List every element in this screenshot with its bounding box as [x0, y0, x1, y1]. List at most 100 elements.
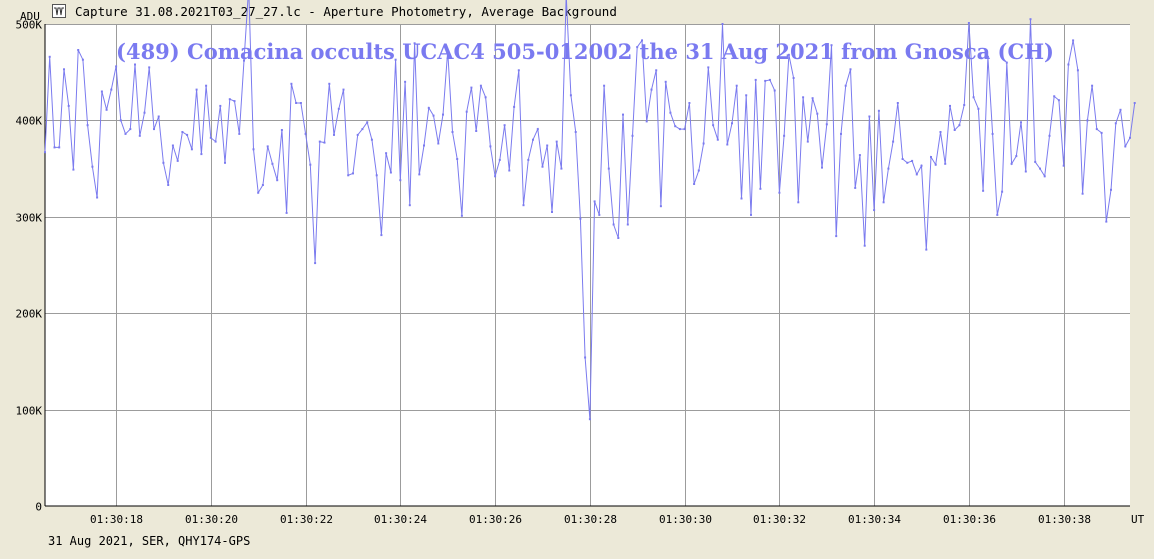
data-point-192	[953, 129, 956, 131]
data-point-40	[233, 100, 236, 103]
data-point-47	[266, 145, 269, 148]
data-point-128	[650, 88, 653, 91]
data-point-100	[517, 69, 520, 72]
data-point-202	[1001, 190, 1004, 193]
data-point-31	[190, 148, 193, 151]
data-point-50	[280, 129, 283, 131]
data-point-158	[792, 77, 795, 79]
data-point-178	[887, 167, 890, 170]
data-point-182	[906, 161, 909, 164]
data-point-144	[726, 143, 729, 146]
data-point-36	[214, 140, 217, 143]
data-point-161	[806, 140, 809, 143]
data-point-191	[949, 104, 951, 107]
data-point-11	[96, 196, 99, 199]
data-point-155	[778, 191, 781, 194]
data-point-143	[721, 23, 724, 25]
data-point-23	[153, 128, 155, 131]
data-point-131	[664, 80, 667, 83]
data-point-0	[44, 151, 46, 154]
data-point-195	[967, 22, 970, 24]
data-point-88	[460, 214, 463, 217]
data-point-15	[115, 65, 118, 68]
y-tick-label-4: 400K	[16, 115, 43, 128]
data-point-129	[655, 69, 658, 72]
data-point-66	[356, 133, 359, 136]
data-point-56	[309, 163, 312, 166]
data-point-160	[802, 96, 805, 99]
x-tick-labels: 01:30:18 01:30:20 01:30:22 01:30:24 01:30:26…	[90, 513, 1091, 526]
x-tick-label-9: 01:30:36	[943, 513, 996, 526]
data-point-73	[389, 171, 392, 174]
data-point-34	[205, 84, 208, 87]
data-point-94	[489, 145, 492, 148]
data-point-151	[759, 187, 762, 190]
data-point-33	[200, 153, 203, 156]
data-point-83	[437, 142, 440, 145]
data-point-216	[1067, 63, 1070, 66]
data-point-217	[1072, 39, 1075, 42]
data-point-214	[1057, 99, 1060, 102]
data-point-167	[835, 235, 838, 238]
data-point-166	[830, 44, 833, 47]
data-point-176	[877, 109, 880, 112]
data-point-163	[816, 112, 819, 115]
data-point-125	[636, 46, 639, 49]
data-point-152	[764, 79, 767, 82]
data-point-227	[1119, 108, 1122, 111]
data-point-205	[1015, 155, 1018, 158]
data-point-63	[342, 88, 345, 91]
data-point-57	[314, 262, 317, 265]
data-point-206	[1020, 121, 1022, 124]
chart-title: (489) Comacina occults UCAC4 505-012002 …	[116, 39, 1054, 64]
data-point-225	[1110, 188, 1112, 191]
data-point-85	[446, 50, 449, 52]
data-point-175	[873, 209, 876, 212]
data-point-149	[750, 213, 752, 216]
data-point-120	[612, 223, 615, 226]
data-point-190	[944, 162, 947, 165]
data-point-99	[513, 105, 516, 108]
data-point-35	[209, 136, 212, 139]
data-point-188	[934, 163, 937, 166]
data-point-4	[63, 68, 65, 71]
data-point-41	[238, 132, 241, 135]
axes	[44, 24, 1130, 507]
x-tick-label-5: 01:30:28	[564, 513, 617, 526]
data-point-174	[868, 115, 871, 118]
data-point-28	[176, 159, 179, 162]
data-point-132	[669, 111, 672, 114]
data-point-112	[574, 131, 577, 133]
data-point-3	[58, 146, 61, 149]
y-tick-labels: 0 100K 200K 300K 400K 500K	[16, 19, 43, 514]
data-point-210	[1039, 167, 1041, 170]
data-point-91	[475, 130, 478, 132]
data-point-26	[167, 184, 170, 186]
data-point-115	[588, 418, 591, 421]
data-point-197	[977, 107, 980, 110]
data-point-82	[432, 114, 435, 117]
data-point-48	[271, 162, 274, 165]
x-tick-label-10: 01:30:38	[1038, 513, 1091, 526]
data-points	[44, 18, 1136, 421]
data-point-87	[456, 158, 459, 160]
data-point-44	[252, 148, 255, 151]
data-point-194	[963, 104, 966, 106]
data-point-8	[81, 58, 84, 61]
data-point-228	[1124, 145, 1127, 148]
data-point-173	[863, 244, 866, 247]
data-point-59	[323, 141, 326, 144]
data-point-164	[821, 166, 823, 169]
data-point-229	[1129, 136, 1131, 139]
data-point-139	[702, 142, 705, 145]
data-point-52	[290, 82, 293, 85]
data-point-220	[1086, 119, 1089, 122]
data-point-54	[299, 102, 302, 104]
data-point-32	[195, 88, 198, 91]
data-point-222	[1095, 128, 1098, 131]
data-point-62	[337, 107, 340, 110]
data-point-169	[844, 84, 847, 87]
y-tick-label-5: 500K	[16, 19, 43, 32]
data-point-64	[347, 174, 350, 177]
data-point-218	[1076, 69, 1079, 72]
